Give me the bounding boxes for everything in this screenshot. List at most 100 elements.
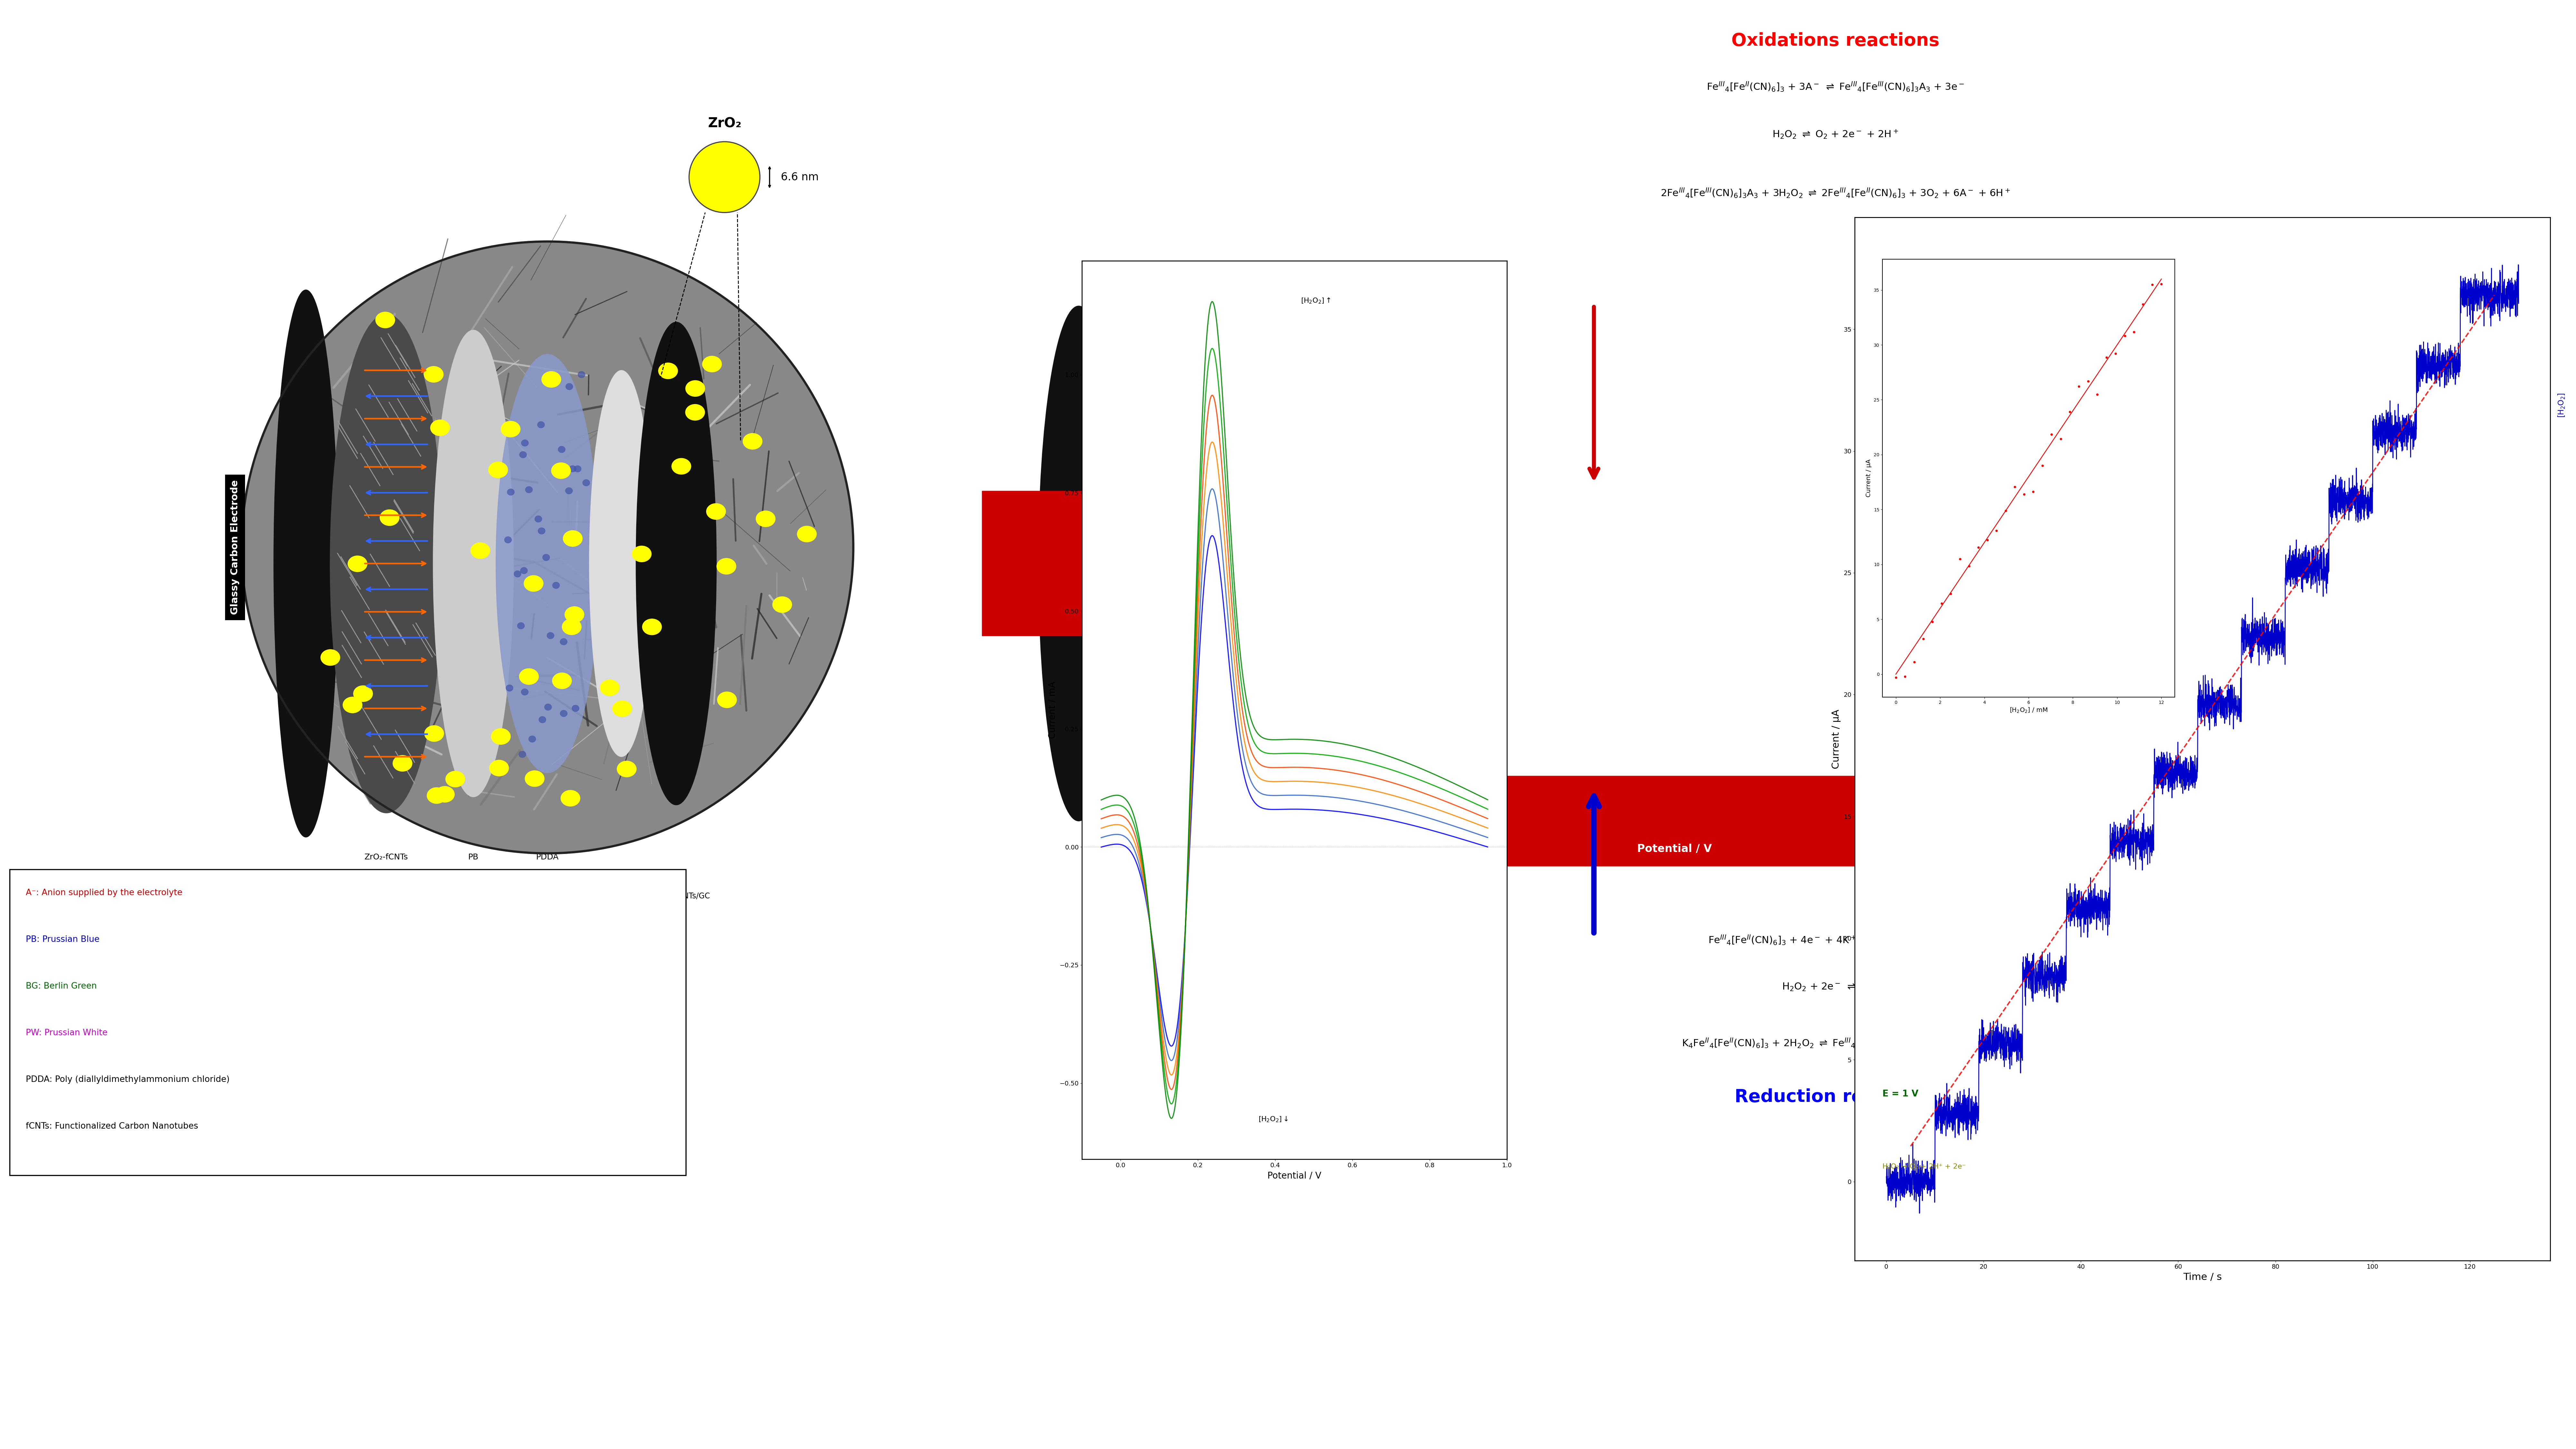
Ellipse shape bbox=[562, 790, 580, 806]
Ellipse shape bbox=[518, 751, 526, 758]
Text: OH$^-$: OH$^-$ bbox=[1319, 749, 1355, 764]
Ellipse shape bbox=[551, 672, 572, 688]
Ellipse shape bbox=[489, 462, 507, 478]
Ellipse shape bbox=[495, 354, 598, 772]
Ellipse shape bbox=[528, 736, 536, 742]
Ellipse shape bbox=[631, 546, 652, 562]
Ellipse shape bbox=[379, 510, 399, 526]
Ellipse shape bbox=[559, 446, 564, 452]
Text: A⁻: Anion supplied by the electrolyte: A⁻: Anion supplied by the electrolyte bbox=[26, 888, 183, 897]
Ellipse shape bbox=[520, 668, 538, 684]
Ellipse shape bbox=[562, 619, 582, 635]
Ellipse shape bbox=[343, 697, 363, 713]
Ellipse shape bbox=[507, 488, 515, 496]
Ellipse shape bbox=[546, 632, 554, 639]
Text: Potential / V: Potential / V bbox=[1636, 843, 1713, 855]
FancyArrow shape bbox=[981, 467, 1175, 661]
Ellipse shape bbox=[641, 619, 662, 635]
Ellipse shape bbox=[559, 710, 567, 717]
Ellipse shape bbox=[636, 322, 716, 806]
Text: E = 1 V: E = 1 V bbox=[1883, 1090, 1919, 1098]
Ellipse shape bbox=[523, 575, 544, 591]
Ellipse shape bbox=[536, 516, 541, 522]
Ellipse shape bbox=[353, 685, 374, 701]
Ellipse shape bbox=[428, 787, 446, 804]
Text: H$_2$O$_2$ + 2e$^-$ $\rightleftharpoons$ 2OH$^-$: H$_2$O$_2$ + 2e$^-$ $\rightleftharpoons$… bbox=[1783, 982, 1888, 993]
Ellipse shape bbox=[538, 422, 544, 427]
Text: O$_2$: O$_2$ bbox=[1319, 364, 1340, 378]
Ellipse shape bbox=[1038, 306, 1118, 822]
Ellipse shape bbox=[796, 526, 817, 542]
Ellipse shape bbox=[544, 554, 549, 561]
Ellipse shape bbox=[564, 607, 585, 623]
Ellipse shape bbox=[551, 582, 559, 588]
Ellipse shape bbox=[526, 487, 533, 493]
Text: [H$_2$O$_2$]$\uparrow$: [H$_2$O$_2$]$\uparrow$ bbox=[1301, 297, 1332, 304]
Ellipse shape bbox=[425, 367, 443, 383]
Ellipse shape bbox=[582, 480, 590, 485]
Text: Oxidations reactions: Oxidations reactions bbox=[1731, 32, 1940, 49]
Ellipse shape bbox=[703, 356, 721, 372]
Text: Fe$^{III}$$_4$[Fe$^{II}$(CN)$_6$]$_3$ + 3A$^-$ $\rightleftharpoons$ Fe$^{III}$$_: Fe$^{III}$$_4$[Fe$^{II}$(CN)$_6$]$_3$ + … bbox=[1705, 81, 1965, 93]
Ellipse shape bbox=[706, 503, 726, 520]
Ellipse shape bbox=[471, 542, 489, 559]
Y-axis label: Current / μA: Current / μA bbox=[1832, 709, 1842, 769]
Ellipse shape bbox=[618, 761, 636, 777]
FancyArrow shape bbox=[1432, 756, 2007, 885]
Circle shape bbox=[690, 142, 760, 213]
Ellipse shape bbox=[430, 420, 451, 436]
Ellipse shape bbox=[348, 556, 368, 572]
Ellipse shape bbox=[1095, 338, 1154, 788]
Circle shape bbox=[242, 242, 853, 853]
Text: PB: Prussian Blue: PB: Prussian Blue bbox=[26, 936, 100, 943]
Text: [H$_2$O$_2$]: [H$_2$O$_2$] bbox=[2558, 393, 2566, 417]
Text: 2Fe$^{III}$$_4$[Fe$^{III}$(CN)$_6$]$_3$A$_3$ + 3H$_2$O$_2$ $\rightleftharpoons$ : 2Fe$^{III}$$_4$[Fe$^{III}$(CN)$_6$]$_3$A… bbox=[1662, 187, 2009, 199]
Text: Glassy Carbon Electrode: Glassy Carbon Electrode bbox=[229, 480, 240, 614]
Text: Reduction reactions: Reduction reactions bbox=[1734, 1088, 1937, 1106]
Ellipse shape bbox=[518, 623, 526, 629]
Ellipse shape bbox=[515, 571, 520, 577]
Text: PW: Prussian White: PW: Prussian White bbox=[26, 1029, 108, 1037]
Ellipse shape bbox=[1139, 387, 1180, 740]
Text: BG: BG bbox=[1213, 364, 1236, 377]
Text: Fe$^{III}$$_4$[Fe$^{II}$(CN)$_6$]$_3$ + 4e$^-$ + 4K$^+$ $\rightleftharpoons$ K$_: Fe$^{III}$$_4$[Fe$^{II}$(CN)$_6$]$_3$ + … bbox=[1708, 933, 1963, 946]
Text: PB: PB bbox=[469, 853, 479, 861]
Ellipse shape bbox=[742, 433, 762, 449]
Ellipse shape bbox=[685, 404, 706, 420]
Y-axis label: Current / mA: Current / mA bbox=[1048, 681, 1056, 739]
Ellipse shape bbox=[435, 787, 453, 803]
Ellipse shape bbox=[773, 597, 791, 613]
Ellipse shape bbox=[520, 452, 526, 458]
Ellipse shape bbox=[526, 771, 544, 787]
Ellipse shape bbox=[551, 462, 572, 478]
Ellipse shape bbox=[574, 465, 582, 472]
Ellipse shape bbox=[564, 487, 572, 494]
Ellipse shape bbox=[273, 290, 337, 838]
Text: PW: PW bbox=[1213, 749, 1239, 764]
Ellipse shape bbox=[392, 755, 412, 771]
Text: fCNTs: Functionalized Carbon Nanotubes: fCNTs: Functionalized Carbon Nanotubes bbox=[26, 1122, 198, 1130]
Text: [H$_2$O$_2$]$\downarrow$: [H$_2$O$_2$]$\downarrow$ bbox=[1257, 1116, 1288, 1123]
Text: 6.6 nm: 6.6 nm bbox=[781, 172, 819, 183]
Ellipse shape bbox=[716, 558, 737, 574]
Ellipse shape bbox=[613, 701, 631, 717]
Text: H$_2$O$_2$ $\rightleftharpoons$ O$_2$ + 2e$^-$ + 2H$^+$: H$_2$O$_2$ $\rightleftharpoons$ O$_2$ + … bbox=[1772, 129, 1899, 141]
Ellipse shape bbox=[520, 568, 528, 574]
Ellipse shape bbox=[425, 726, 443, 742]
Ellipse shape bbox=[577, 371, 585, 378]
Ellipse shape bbox=[520, 439, 528, 446]
Ellipse shape bbox=[564, 530, 582, 546]
Text: PDDA: PDDA bbox=[536, 853, 559, 861]
Ellipse shape bbox=[500, 422, 520, 438]
Text: ZrO₂: ZrO₂ bbox=[708, 117, 742, 130]
Ellipse shape bbox=[659, 362, 677, 378]
Ellipse shape bbox=[716, 691, 737, 709]
Text: H$_2$O$_2$: H$_2$O$_2$ bbox=[1319, 556, 1358, 571]
Ellipse shape bbox=[567, 384, 572, 390]
X-axis label: Time / s: Time / s bbox=[2182, 1272, 2223, 1282]
Ellipse shape bbox=[538, 716, 546, 723]
Ellipse shape bbox=[538, 527, 546, 535]
Ellipse shape bbox=[330, 314, 443, 813]
Text: BG: Berlin Green: BG: Berlin Green bbox=[26, 982, 98, 991]
Ellipse shape bbox=[685, 381, 706, 397]
